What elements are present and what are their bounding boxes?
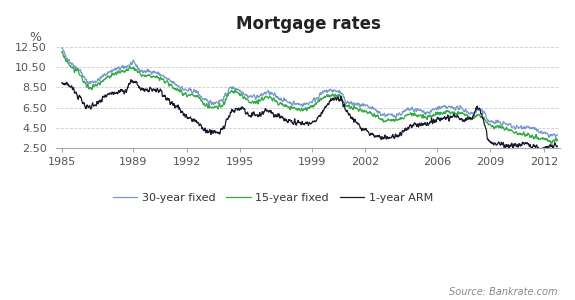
15-year fixed	[354, 107, 361, 111]
1-year ARM	[388, 135, 394, 139]
15-year fixed	[554, 139, 561, 142]
1-year ARM	[554, 144, 561, 148]
15-year fixed	[59, 50, 66, 54]
1-year ARM	[539, 148, 546, 152]
30-year fixed	[545, 136, 552, 139]
30-year fixed	[554, 133, 561, 136]
30-year fixed	[354, 101, 361, 105]
30-year fixed	[388, 112, 394, 116]
30-year fixed	[59, 46, 66, 50]
15-year fixed	[165, 83, 172, 86]
Text: Source: Bankrate.com: Source: Bankrate.com	[449, 287, 558, 297]
1-year ARM	[354, 121, 361, 124]
15-year fixed	[388, 119, 394, 123]
Legend: 30-year fixed, 15-year fixed, 1-year ARM: 30-year fixed, 15-year fixed, 1-year ARM	[108, 188, 438, 207]
Line: 1-year ARM: 1-year ARM	[62, 80, 557, 150]
Line: 30-year fixed: 30-year fixed	[62, 48, 557, 137]
15-year fixed	[444, 109, 451, 113]
15-year fixed	[59, 50, 66, 54]
30-year fixed	[222, 92, 229, 95]
30-year fixed	[164, 77, 171, 81]
15-year fixed	[444, 109, 451, 113]
15-year fixed	[548, 142, 555, 145]
15-year fixed	[222, 97, 229, 101]
Text: %: %	[29, 31, 41, 44]
Title: Mortgage rates: Mortgage rates	[236, 15, 381, 33]
30-year fixed	[443, 107, 450, 110]
1-year ARM	[128, 78, 135, 81]
1-year ARM	[59, 81, 66, 85]
1-year ARM	[444, 115, 451, 119]
30-year fixed	[444, 106, 451, 110]
1-year ARM	[222, 121, 229, 124]
1-year ARM	[165, 98, 172, 101]
Line: 15-year fixed: 15-year fixed	[62, 52, 557, 143]
1-year ARM	[444, 113, 451, 117]
